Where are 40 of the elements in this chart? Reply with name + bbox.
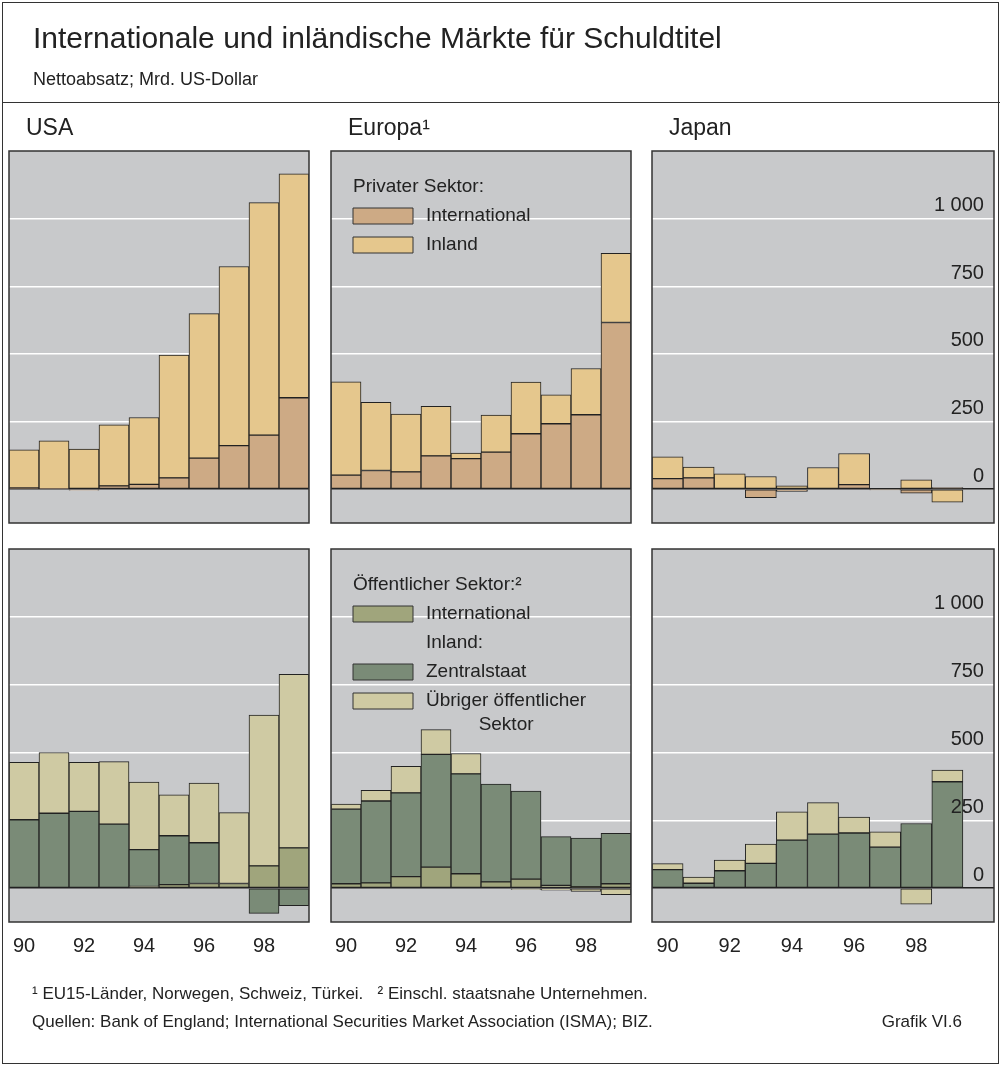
x-tick-label: 94 <box>780 933 804 956</box>
text: Internationale und inländische Märkte für Schuldtitel <box>33 21 722 55</box>
y-tick-label: 750 <box>950 260 984 283</box>
y-tick-label: 500 <box>950 726 984 749</box>
y-tick-label: 0 <box>972 463 984 486</box>
y-tick-label: 250 <box>950 396 984 419</box>
text: Grafik VI.6 <box>881 1011 962 1033</box>
text: Nettoabsatz; Mrd. US-Dollar <box>33 69 259 90</box>
x-tick-label: 92 <box>394 933 418 956</box>
x-tick-label: 92 <box>718 933 741 956</box>
legend-label: Zentralstaat <box>426 660 528 682</box>
x-tick-label: 90 <box>656 933 679 956</box>
legend-title: Öffentlicher Sektor:² <box>353 573 522 595</box>
x-tick-label: 98 <box>905 933 928 956</box>
chart-title: Europa¹ <box>348 114 430 141</box>
source-note: Quellen: Bank of England; International Securities Market Association (ISMA); BIZ. <box>32 1011 653 1033</box>
x-tick-label: 96 <box>192 933 216 956</box>
y-tick-label: 750 <box>950 659 984 682</box>
x-tick-label: 94 <box>132 933 156 956</box>
y-tick-label: 0 <box>972 862 984 885</box>
text: ¹ EU15-Länder, Norwegen, Schweiz, Türkei. ² Einschl. staatsnahe Unternehmen. <box>32 984 648 1003</box>
y-tick-label: 1 000 <box>933 591 984 614</box>
x-tick-label: 90 <box>12 933 36 956</box>
legend-label: International <box>426 204 531 226</box>
x-tick-label: 98 <box>252 933 276 956</box>
y-tick-label: 1 000 <box>933 193 984 216</box>
x-tick-label: 96 <box>842 933 866 956</box>
legend-label: Inland <box>426 233 478 255</box>
x-tick-label: 96 <box>514 933 538 956</box>
legend-label: International <box>426 602 531 624</box>
y-tick-label: 500 <box>950 328 984 351</box>
x-tick-label: 98 <box>574 933 598 956</box>
annotation: Inland: <box>426 631 484 653</box>
x-tick-label: 90 <box>334 933 358 956</box>
chart-title: USA <box>26 114 74 141</box>
chart-title: Japan <box>669 114 732 141</box>
x-tick-label: 94 <box>454 933 478 956</box>
legend-label: Übriger öffentlicher Sektor <box>426 689 587 735</box>
legend-title: Privater Sektor: <box>353 175 484 197</box>
x-tick-label: 92 <box>72 933 96 956</box>
